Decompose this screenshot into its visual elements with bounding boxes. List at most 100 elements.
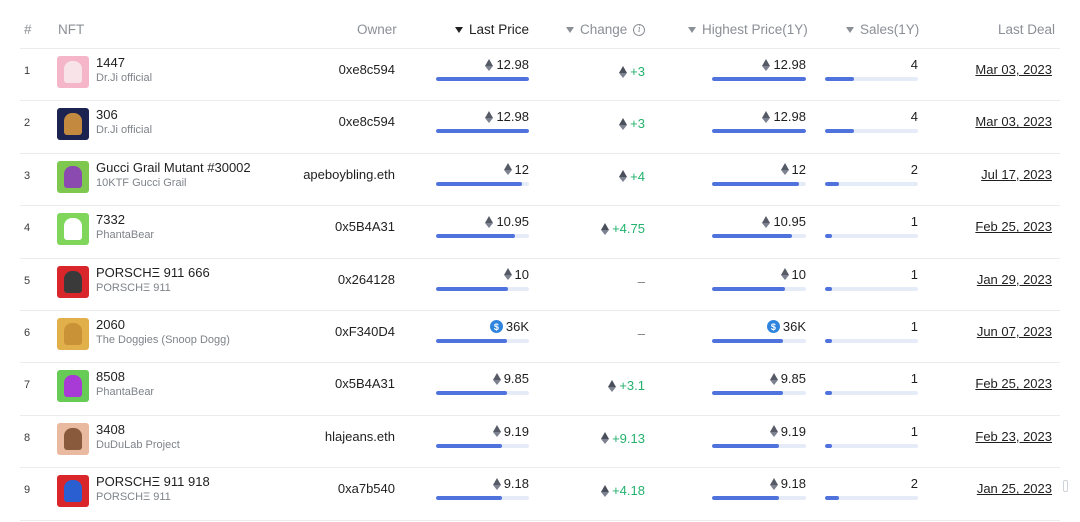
header-change[interactable]: Change i (566, 22, 646, 37)
owner-address[interactable]: 0xa7b540 (337, 481, 395, 497)
highest-price-bar-fill (712, 496, 779, 501)
table-row[interactable]: 7 8508 PhantaBear 0x5B4A31 9.85 +3.1 9.8… (0, 362, 1080, 414)
collection-name[interactable]: DuDuLab Project (96, 438, 180, 451)
sales-count: 1 (910, 214, 918, 230)
nft-thumbnail[interactable] (57, 370, 89, 403)
last-deal-link[interactable]: Jan 29, 2023 (976, 271, 1052, 287)
last-price: 12 (400, 162, 529, 177)
last-price: 9.19 (400, 424, 529, 439)
last-price: 10 (400, 267, 529, 282)
eth-icon (780, 268, 789, 281)
sort-icon (846, 26, 854, 33)
nft-name[interactable]: 1447 (96, 55, 125, 70)
last-deal-link[interactable]: Feb 25, 2023 (975, 376, 1052, 392)
header-highest-price[interactable]: Highest Price(1Y) (688, 22, 808, 37)
table-row[interactable]: 2 306 Dr.Ji official 0xe8c594 12.98 +3 1… (0, 100, 1080, 152)
price-change-value: – (637, 326, 645, 341)
eth-icon (503, 163, 512, 176)
nft-name[interactable]: Gucci Grail Mutant #30002 (96, 159, 251, 175)
last-deal-link[interactable]: Jun 07, 2023 (976, 324, 1052, 339)
last-deal-link[interactable]: Mar 03, 2023 (975, 62, 1052, 77)
table-row[interactable]: 9 PORSCHΞ 911 918 PORSCHΞ 911 0xa7b540 9… (0, 467, 1080, 519)
price-change: +4 (540, 169, 645, 184)
sort-icon (566, 26, 574, 33)
last-deal-link[interactable]: Mar 03, 2023 (975, 114, 1052, 130)
table-row[interactable]: 8 3408 DuDuLab Project hlajeans.eth 9.19… (0, 415, 1080, 467)
collection-name[interactable]: PORSCHΞ 911 (96, 491, 171, 504)
owner-address[interactable]: hlajeans.eth (324, 428, 395, 444)
owner-address[interactable]: 0xe8c594 (338, 62, 395, 77)
collection-name[interactable]: 10KTF Gucci Grail (96, 176, 187, 189)
nft-name[interactable]: 3408 (96, 421, 125, 437)
nft-thumbnail[interactable] (57, 422, 89, 455)
owner-address[interactable]: 0xe8c594 (338, 114, 395, 130)
row-divider (20, 257, 1060, 259)
nft-name[interactable]: PORSCHΞ 911 666 (96, 264, 210, 280)
price-change-value: +4 (630, 168, 645, 184)
highest-price-bar-fill (712, 443, 779, 448)
highest-price: 12 (680, 162, 806, 177)
info-icon[interactable]: i (633, 23, 646, 36)
nft-thumbnail[interactable] (57, 318, 89, 350)
table-row[interactable]: 5 PORSCHΞ 911 666 PORSCHΞ 911 0x264128 1… (0, 258, 1080, 310)
table-row[interactable]: 1 1447 Dr.Ji official 0xe8c594 12.98 +3 … (0, 48, 1080, 100)
collection-name[interactable]: PhantaBear (96, 229, 155, 242)
scrollbar-handle[interactable] (1063, 480, 1068, 492)
owner-address[interactable]: apeboybling.eth (303, 166, 395, 182)
last-deal-link[interactable]: Feb 23, 2023 (975, 428, 1052, 444)
last-deal-link[interactable]: Jan 25, 2023 (976, 481, 1052, 497)
price-change: – (540, 274, 645, 289)
nft-thumbnail[interactable] (57, 108, 89, 141)
thumbnail-figure (64, 61, 82, 83)
nft-thumbnail[interactable] (57, 265, 89, 298)
usd-coin-icon: $ (766, 320, 780, 333)
last-price-bar-fill (436, 443, 503, 448)
collection-name[interactable]: The Doggies (Snoop Dogg) (96, 334, 230, 346)
table-row[interactable]: 4 7332 PhantaBear 0x5B4A31 10.95 +4.75 1… (0, 205, 1080, 257)
nft-name[interactable]: 306 (96, 107, 118, 123)
table-row[interactable]: 6 2060 The Doggies (Snoop Dogg) 0xF340D4… (0, 310, 1080, 362)
header-nft[interactable]: NFT (58, 22, 85, 37)
owner-address[interactable]: 0xF340D4 (335, 324, 395, 339)
collection-name[interactable]: Dr.Ji official (96, 72, 153, 84)
header-owner[interactable]: Owner (357, 22, 397, 37)
nft-name[interactable]: 7332 (96, 212, 125, 228)
collection-name[interactable]: Dr.Ji official (96, 124, 153, 137)
owner-address[interactable]: 0x5B4A31 (335, 219, 395, 235)
sales-bar (825, 391, 918, 396)
header-last-deal[interactable]: Last Deal (998, 22, 1056, 37)
owner-address[interactable]: 0x264128 (337, 271, 395, 287)
last-price-bar (436, 443, 529, 448)
last-price-value: 9.19 (503, 423, 529, 439)
nft-thumbnail[interactable] (57, 475, 89, 508)
highest-price: 9.18 (680, 476, 806, 491)
sales-count: 1 (910, 266, 918, 282)
highest-price: $36K (680, 319, 806, 334)
nft-name[interactable]: 8508 (96, 369, 125, 385)
sales-bar (825, 339, 918, 343)
last-price-value: 12 (514, 161, 529, 177)
nft-name[interactable]: 2060 (96, 317, 125, 332)
last-deal-link[interactable]: Jul 17, 2023 (981, 166, 1052, 182)
collection-name[interactable]: PhantaBear (96, 386, 155, 399)
highest-price-bar-fill (712, 391, 784, 396)
row-index: 5 (24, 274, 31, 287)
nft-thumbnail[interactable] (57, 56, 89, 88)
price-change: +3 (540, 64, 645, 79)
table-header: # NFT Owner Last Price Change i Highest … (0, 0, 1080, 58)
header-sales[interactable]: Sales(1Y) (846, 22, 919, 37)
header-last-price[interactable]: Last Price (455, 22, 529, 37)
owner-address[interactable]: 0x5B4A31 (335, 376, 395, 392)
collection-name[interactable]: PORSCHΞ 911 (96, 281, 171, 294)
nft-thumbnail[interactable] (57, 160, 89, 193)
table-row[interactable]: 3 Gucci Grail Mutant #30002 10KTF Gucci … (0, 153, 1080, 205)
nft-thumbnail[interactable] (57, 213, 89, 246)
thumbnail-figure (64, 480, 82, 503)
last-price-value: 10 (514, 266, 529, 282)
last-price-value: 12.98 (496, 57, 529, 72)
nft-name[interactable]: PORSCHΞ 911 918 (96, 474, 210, 490)
last-deal-link[interactable]: Feb 25, 2023 (975, 219, 1052, 235)
row-divider (20, 152, 1060, 154)
last-price: 9.18 (400, 476, 529, 491)
price-change-value: +3 (630, 64, 645, 79)
